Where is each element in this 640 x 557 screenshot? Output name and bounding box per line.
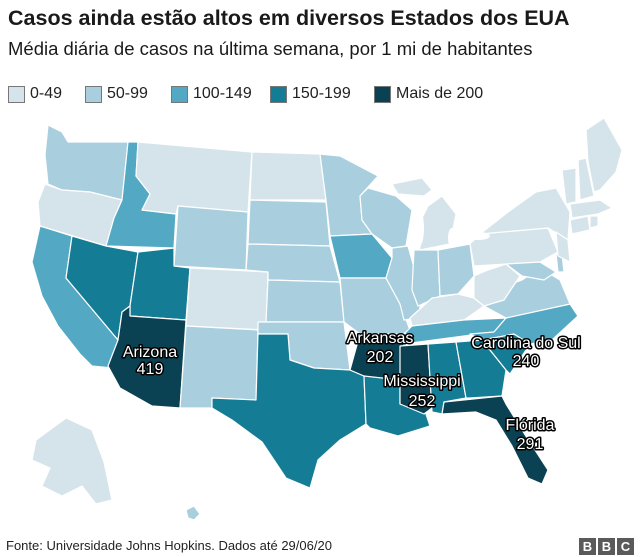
legend-item-150-199: 150-199 — [270, 85, 351, 103]
state-colorado — [185, 267, 269, 331]
label-south-carolina-value: 240 — [513, 353, 540, 370]
label-arizona-value: 419 — [137, 361, 164, 378]
state-vermont — [561, 167, 577, 205]
legend-item-100-149: 100-149 — [171, 85, 252, 103]
state-new-hampshire — [577, 157, 595, 201]
label-florida-name: Flórida — [506, 417, 555, 434]
state-new-mexico — [179, 325, 259, 409]
state-kansas — [265, 279, 345, 323]
state-florida — [441, 395, 549, 485]
state-maine — [585, 117, 623, 193]
state-new-york — [479, 187, 571, 241]
legend-label: 100-149 — [193, 85, 252, 102]
label-arizona-name: Arizona — [123, 344, 177, 361]
label-arkansas-name: Arkansas — [347, 330, 414, 347]
legend-swatch — [8, 85, 25, 103]
bbc-logo: B B C — [579, 538, 634, 555]
state-rhode-island — [589, 215, 599, 229]
legend-item-50-99: 50-99 — [85, 85, 148, 103]
label-south-carolina-name: Carolina do Sul — [471, 335, 580, 352]
state-ohio — [437, 243, 475, 297]
legend-swatch — [270, 85, 287, 103]
state-alaska — [31, 417, 113, 505]
legend-label: 150-199 — [292, 85, 351, 102]
state-maryland — [505, 261, 557, 281]
label-mississippi-name: Mississippi — [383, 373, 460, 390]
legend-swatch — [171, 85, 188, 103]
state-connecticut — [569, 215, 591, 235]
map-title: Casos ainda estão altos em diversos Esta… — [8, 6, 570, 30]
bbc-logo-letter: B — [579, 538, 596, 555]
state-hawaii — [185, 505, 201, 521]
state-massachusetts — [569, 199, 613, 219]
us-map: Arizona 419 Arkansas 202 Carolina do Sul… — [0, 112, 640, 532]
legend-label: 50-99 — [107, 85, 148, 102]
source-note: Fonte: Universidade Johns Hopkins. Dados… — [6, 538, 332, 553]
state-north-carolina — [469, 303, 579, 345]
legend-label: 0-49 — [30, 85, 63, 102]
state-montana — [135, 141, 253, 215]
state-south-dakota — [247, 199, 331, 247]
state-michigan — [391, 177, 433, 197]
legend-swatch — [85, 85, 102, 103]
legend-label: Mais de 200 — [396, 85, 484, 102]
state-texas — [211, 333, 367, 489]
state-west-virginia — [473, 263, 521, 307]
state-wyoming — [173, 205, 249, 271]
label-mississippi-value: 252 — [409, 393, 436, 410]
bbc-logo-letter: B — [598, 538, 615, 555]
state-virginia — [473, 267, 571, 319]
legend-item-mais-de-200: Mais de 200 — [374, 85, 483, 103]
state-new-jersey — [555, 231, 571, 263]
legend-item-0-49: 0-49 — [8, 85, 62, 103]
label-florida-value: 291 — [517, 436, 544, 453]
label-arkansas-value: 202 — [367, 349, 394, 366]
map-subtitle: Média diária de casos na última semana, … — [8, 38, 533, 59]
legend-swatch — [374, 85, 391, 103]
state-north-dakota — [249, 151, 327, 201]
bbc-logo-letter: C — [617, 538, 634, 555]
